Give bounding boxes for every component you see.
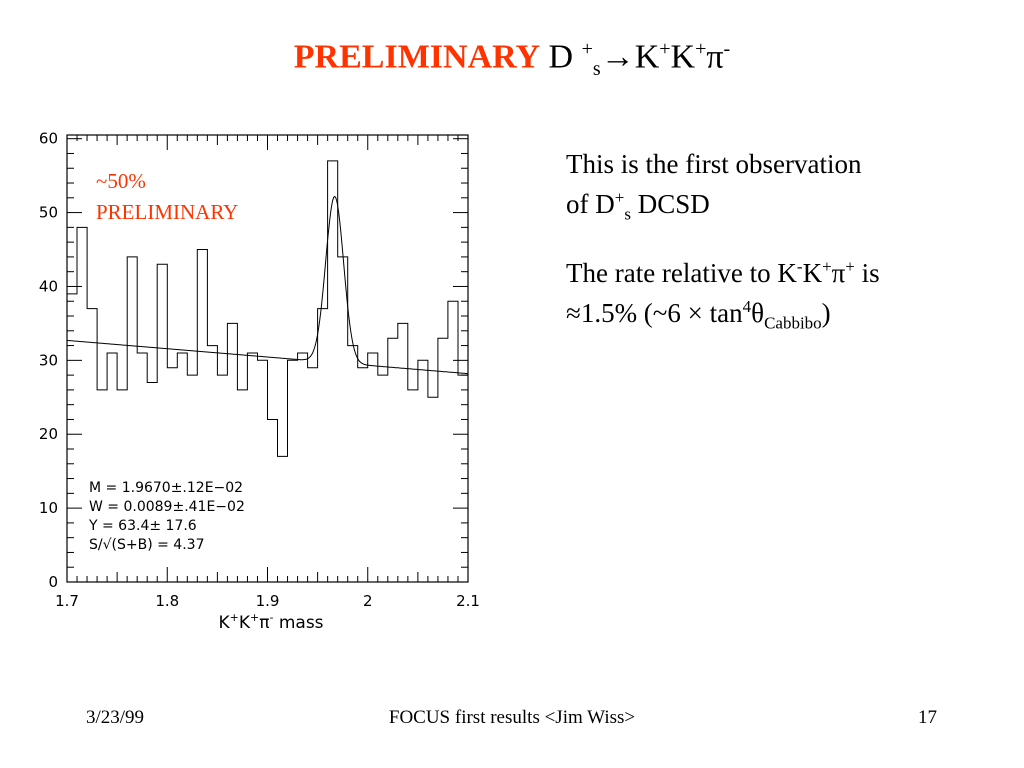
note2-text-g: ) [821,298,831,328]
xlabel-sup1: + [230,611,239,624]
note2-sup1: - [796,257,803,276]
note2-line1: The rate relative to K-K+π+ is [566,250,880,290]
note1-line2: of D+s DCSD [566,181,861,230]
note1-text-a: of D [566,189,615,219]
fit-curve [66,195,468,375]
title-plus: + [581,38,593,60]
xlabel-k2: K [239,613,251,633]
title-plus-3: + [695,38,707,60]
title-minus: - [723,38,731,60]
histogram-series [66,160,468,582]
fit-result-mass: M = 1.9670±.12E−02 [89,480,243,496]
slide-title: PRELIMINARY D +s→K+K+π- [0,38,1024,81]
note2-text-d: is [854,258,880,288]
footer-page-number: 17 [918,707,937,728]
x-tick-label: 2 [363,592,373,610]
note2-text-f: θ [751,298,765,328]
xlabel-sup3: - [269,611,273,624]
x-tick-label: 1.7 [55,592,79,610]
note2-sup2: + [822,257,832,276]
title-s: s [592,58,601,81]
note2-sup4: 4 [742,297,752,316]
x-tick-label: 1.8 [155,592,179,610]
note1-text-b: DCSD [630,189,710,219]
note2-text-c: π [831,258,846,288]
note2-text-e: ≈1.5% (~6 × tan [566,298,743,328]
note1-sub: s [624,204,631,224]
title-arrow: → [600,38,635,76]
note2-line2: ≈1.5% (~6 × tan4θCabbibo) [566,290,880,339]
note2-sup3: + [845,257,855,276]
xlabel-k1: K [218,613,230,633]
note1-line1: This is the first observation [566,149,862,179]
observation-note: This is the first observation of D+s DCS… [566,148,861,230]
annotation-percent: ~50% [96,169,146,193]
xlabel-sup2: + [250,611,259,624]
title-D: D [548,38,574,76]
xlabel-rest: mass [273,613,323,633]
y-tick-label: 20 [39,425,58,443]
x-axis-label: K+K+π- mass [218,611,323,633]
y-tick-label: 0 [48,573,58,591]
y-tick-labels: 0 10 20 30 40 50 60 [39,130,58,591]
axis-ticks [66,135,469,583]
annotation-preliminary: PRELIMINARY [96,200,238,224]
y-tick-label: 50 [39,204,58,222]
note2-text-a: The rate relative to K [566,258,797,288]
y-tick-label: 30 [39,351,58,369]
rate-note: The rate relative to K-K+π+ is ≈1.5% (~6… [566,250,880,339]
note2-text-b: K [802,258,823,288]
title-pi: π [706,38,724,76]
title-K2: K [670,38,696,76]
title-preliminary: PRELIMINARY [293,38,541,76]
fit-result-significance: S/√(S+B) = 4.37 [89,537,204,553]
x-tick-label: 2.1 [456,592,480,610]
fit-result-width: W = 0.0089±.41E−02 [89,499,245,515]
fit-result-yield: Y = 63.4± 17.6 [88,518,197,534]
note1-sup: + [614,188,625,207]
fit-results: M = 1.9670±.12E−02 W = 0.0089±.41E−02 Y … [88,480,245,553]
title-K1: K [634,38,660,76]
title-plus-2: + [659,38,671,60]
x-tick-label: 1.9 [256,592,280,610]
xlabel-pi: π [259,613,269,633]
note2-sub: Cabbibo [764,313,822,333]
x-tick-labels: 1.7 1.8 1.9 2 2.1 [55,592,480,610]
footer-date: 3/23/99 [86,707,145,728]
y-tick-label: 10 [39,499,58,517]
y-tick-label: 40 [39,277,58,295]
y-tick-label: 60 [39,130,58,148]
footer-title: FOCUS first results <Jim Wiss> [388,707,636,728]
